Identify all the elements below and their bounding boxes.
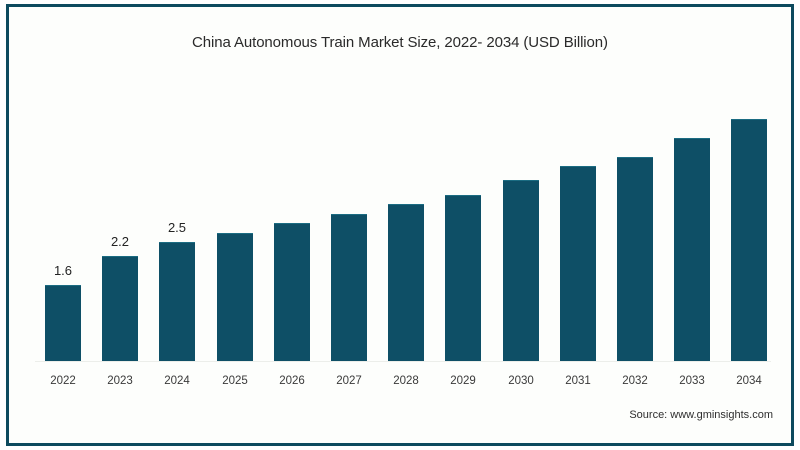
x-axis-line bbox=[35, 361, 771, 362]
source-note: Source: www.gminsights.com bbox=[629, 409, 773, 421]
bar-value-label: 1.6 bbox=[53, 263, 73, 278]
x-axis-tick-label: 2023 bbox=[107, 375, 133, 387]
bar[interactable] bbox=[159, 242, 195, 361]
bar-group: 2025 bbox=[217, 7, 253, 449]
bar[interactable] bbox=[102, 256, 138, 361]
bar[interactable] bbox=[217, 233, 253, 361]
x-axis-tick-label: 2032 bbox=[622, 375, 648, 387]
x-axis-tick-label: 2028 bbox=[393, 375, 419, 387]
x-axis-tick-label: 2024 bbox=[164, 375, 190, 387]
x-axis-tick-label: 2031 bbox=[565, 375, 591, 387]
bar[interactable] bbox=[331, 214, 367, 361]
bar-value-label: 2.2 bbox=[110, 234, 130, 249]
bar[interactable] bbox=[45, 285, 81, 361]
bar-group: 2030 bbox=[503, 7, 539, 449]
x-axis-tick-label: 2030 bbox=[508, 375, 534, 387]
page-title: China Autonomous Train Market Size, 2022… bbox=[192, 34, 608, 51]
bar-group: 2033 bbox=[674, 7, 710, 449]
bar[interactable] bbox=[674, 138, 710, 361]
bar[interactable] bbox=[731, 119, 767, 361]
bar[interactable] bbox=[617, 157, 653, 361]
chart-figure: China Autonomous Train Market Size, 2022… bbox=[6, 4, 794, 446]
bar[interactable] bbox=[274, 223, 310, 361]
bar[interactable] bbox=[560, 166, 596, 361]
bar-group: 2.2 2023 bbox=[102, 7, 138, 449]
bar[interactable] bbox=[445, 195, 481, 361]
bar[interactable] bbox=[503, 180, 539, 361]
bar-group: 2034 bbox=[731, 7, 767, 449]
x-axis-tick-label: 2026 bbox=[279, 375, 305, 387]
x-axis-tick-label: 2034 bbox=[736, 375, 762, 387]
x-axis-tick-label: 2033 bbox=[679, 375, 705, 387]
x-axis-tick-label: 2025 bbox=[222, 375, 248, 387]
bar-value-label: 2.5 bbox=[167, 220, 187, 235]
bar-group: 2027 bbox=[331, 7, 367, 449]
bar-group: 2032 bbox=[617, 7, 653, 449]
bar[interactable] bbox=[388, 204, 424, 361]
bar-group: 2026 bbox=[274, 7, 310, 449]
bar-group: 2029 bbox=[445, 7, 481, 449]
plot-area: 1.6 2022 2.2 2023 2.5 2024 2025 2026 2027 2028 202… bbox=[9, 7, 797, 449]
bar-group: 1.6 2022 bbox=[45, 7, 81, 449]
bar-group: 2028 bbox=[388, 7, 424, 449]
x-axis-tick-label: 2027 bbox=[336, 375, 362, 387]
bar-group: 2.5 2024 bbox=[159, 7, 195, 449]
x-axis-tick-label: 2029 bbox=[450, 375, 476, 387]
chart-canvas: China Autonomous Train Market Size, 2022… bbox=[9, 7, 791, 443]
x-axis-tick-label: 2022 bbox=[50, 375, 76, 387]
bar-group: 2031 bbox=[560, 7, 596, 449]
